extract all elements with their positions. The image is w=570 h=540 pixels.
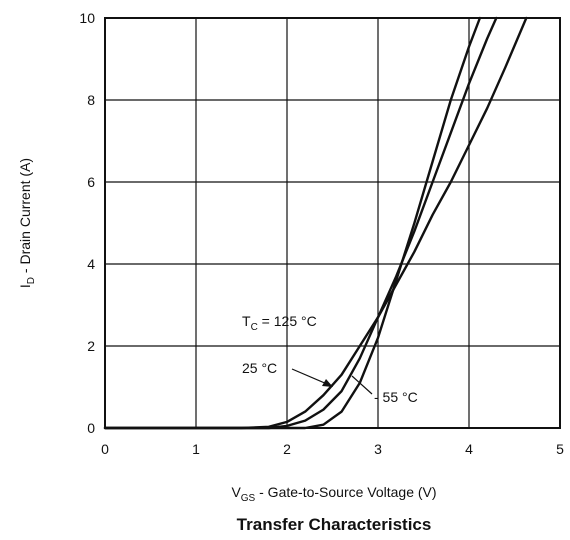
annotation-25c: 25 °C bbox=[242, 360, 277, 376]
y-tick-label: 2 bbox=[87, 338, 95, 354]
y-tick-labels: 0 2 4 6 8 10 bbox=[79, 10, 95, 436]
x-tick-label: 1 bbox=[192, 441, 200, 457]
y-tick-label: 8 bbox=[87, 92, 95, 108]
x-tick-label: 5 bbox=[556, 441, 564, 457]
series-line-125-c bbox=[103, 16, 528, 430]
annotation-tc-125: TC = 125 °C bbox=[242, 313, 317, 333]
series-line-55-c bbox=[103, 16, 482, 430]
x-tick-labels: 0 1 2 3 4 5 bbox=[101, 441, 564, 457]
series-line-25-c bbox=[103, 16, 498, 430]
annotation-minus55c-pointer bbox=[351, 375, 373, 395]
plot-frame bbox=[104, 17, 561, 429]
chart-title: Transfer Characteristics bbox=[237, 515, 432, 534]
y-tick-label: 6 bbox=[87, 174, 95, 190]
y-tick-label: 0 bbox=[87, 420, 95, 436]
x-tick-label: 3 bbox=[374, 441, 382, 457]
annotation-25c-arrow bbox=[291, 368, 333, 387]
y-tick-label: 4 bbox=[87, 256, 95, 272]
curves bbox=[103, 16, 528, 430]
x-tick-label: 4 bbox=[465, 441, 473, 457]
y-axis-label: ID - Drain Current (A) bbox=[17, 158, 37, 288]
annotation-minus55c: - 55 °C bbox=[374, 389, 418, 405]
x-tick-label: 2 bbox=[283, 441, 291, 457]
y-tick-label: 10 bbox=[79, 10, 95, 26]
x-tick-label: 0 bbox=[101, 441, 109, 457]
grid-lines bbox=[105, 18, 560, 428]
x-axis-label: VGS - Gate-to-Source Voltage (V) bbox=[231, 484, 436, 504]
